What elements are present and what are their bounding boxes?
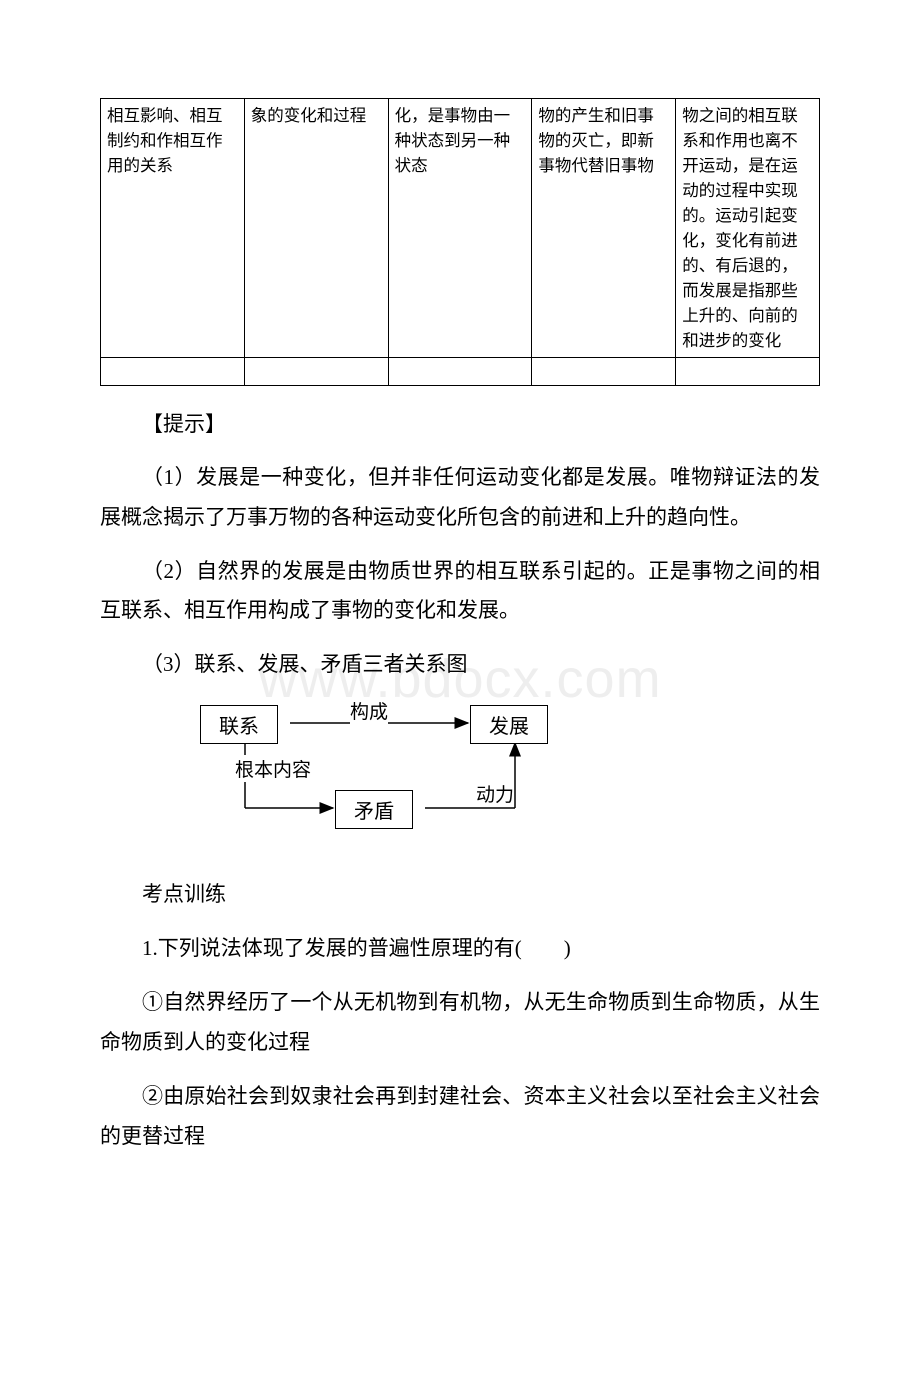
flowchart-node-lianxi: 联系	[200, 705, 278, 744]
exam-question-1: 1.下列说法体现了发展的普遍性原理的有( )	[100, 929, 820, 969]
table-cell: 化，是事物由一种状态到另一种状态	[388, 99, 532, 358]
flowchart-label-dongli: 动力	[476, 780, 514, 807]
table-cell-empty	[532, 358, 676, 386]
paragraph-1: （1）发展是一种变化，但并非任何运动变化都是发展。唯物辩证法的发展概念揭示了万事…	[100, 458, 820, 538]
table-empty-row	[101, 358, 820, 386]
table-cell: 相互影响、相互制约和作相互作用的关系	[101, 99, 245, 358]
hint-heading: 【提示】	[100, 406, 820, 444]
paragraph-2: （2）自然界的发展是由物质世界的相互联系引起的。正是事物之间的相互联系、相互作用…	[100, 552, 820, 632]
flowchart-node-fazhan: 发展	[470, 705, 548, 744]
page-container: 相互影响、相互制约和作相互作用的关系 象的变化和过程 化，是事物由一种状态到另一…	[0, 98, 920, 1197]
table-cell-empty	[101, 358, 245, 386]
flowchart-node-maodun: 矛盾	[335, 790, 413, 829]
table-row: 相互影响、相互制约和作相互作用的关系 象的变化和过程 化，是事物由一种状态到另一…	[101, 99, 820, 358]
table-cell: 物的产生和旧事物的灭亡，即新事物代替旧事物	[532, 99, 676, 358]
table-cell-empty	[388, 358, 532, 386]
table-cell-empty	[244, 358, 388, 386]
concept-table: 相互影响、相互制约和作相互作用的关系 象的变化和过程 化，是事物由一种状态到另一…	[100, 98, 820, 386]
table-cell: 物之间的相互联系和作用也离不开运动，是在运动的过程中实现的。运动引起变化，变化有…	[676, 99, 820, 358]
flowchart: 联系 发展 矛盾 构成 根本内容 动力	[180, 695, 600, 845]
exam-section-title: 考点训练	[100, 875, 820, 915]
flowchart-label-genben: 根本内容	[235, 755, 311, 782]
paragraph-3: （3）联系、发展、矛盾三者关系图	[100, 645, 820, 685]
exam-option-2: ②由原始社会到奴隶社会再到封建社会、资本主义社会以至社会主义社会的更替过程	[100, 1077, 820, 1157]
flowchart-label-gouchen: 构成	[350, 697, 388, 724]
exam-option-1: ①自然界经历了一个从无机物到有机物，从无生命物质到生命物质，从生命物质到人的变化…	[100, 983, 820, 1063]
table-cell: 象的变化和过程	[244, 99, 388, 358]
table-cell-empty	[676, 358, 820, 386]
